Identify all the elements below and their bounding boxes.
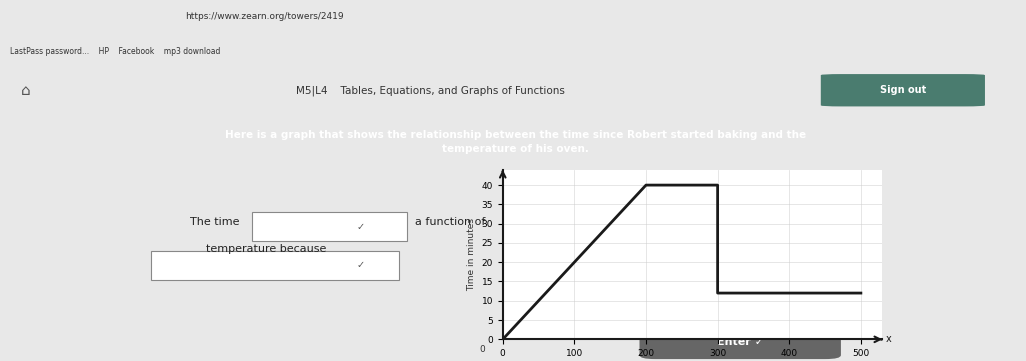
FancyBboxPatch shape: [152, 251, 399, 280]
Text: temperature because: temperature because: [205, 244, 326, 254]
Text: ✓: ✓: [357, 222, 364, 232]
Text: Sign out: Sign out: [879, 85, 926, 95]
FancyBboxPatch shape: [252, 212, 407, 241]
Text: LastPass password...    HP    Facebook    mp3 download: LastPass password... HP Facebook mp3 dow…: [10, 48, 221, 56]
Text: Here is a graph that shows the relationship between the time since Robert starte: Here is a graph that shows the relations…: [225, 130, 806, 154]
Text: ⌂: ⌂: [21, 83, 30, 98]
Text: M5|L4    Tables, Equations, and Graphs of Functions: M5|L4 Tables, Equations, and Graphs of F…: [297, 85, 565, 96]
Text: 0: 0: [479, 345, 485, 354]
Text: https://www.zearn.org/towers/2419: https://www.zearn.org/towers/2419: [185, 12, 344, 21]
Text: a function of: a function of: [415, 217, 485, 227]
Text: The time: The time: [190, 217, 240, 227]
Text: ✓: ✓: [357, 260, 364, 270]
Y-axis label: Time in minutes: Time in minutes: [467, 218, 476, 291]
FancyBboxPatch shape: [639, 324, 841, 359]
FancyBboxPatch shape: [821, 74, 985, 106]
Text: Enter ✓: Enter ✓: [717, 337, 763, 347]
Text: x: x: [885, 334, 892, 344]
